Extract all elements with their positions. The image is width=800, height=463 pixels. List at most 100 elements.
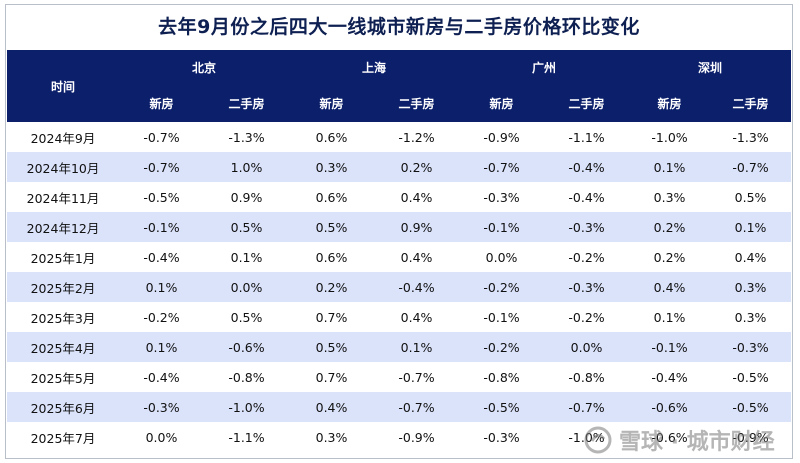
value-cell: 0.0% (459, 242, 545, 272)
value-cell: -0.5% (710, 392, 792, 422)
table-row: 2025年1月 -0.4% 0.1% 0.6% 0.4% 0.0% -0.2% 0.2% 0.4… (7, 242, 792, 272)
header-city-shenzhen: 深圳 (629, 50, 792, 85)
header-city-beijing: 北京 (119, 50, 290, 85)
row-date: 2025年3月 (7, 302, 119, 332)
value-cell: 0.7% (289, 362, 375, 392)
value-cell: 0.5% (204, 302, 290, 332)
value-cell: 0.6% (289, 122, 375, 152)
value-cell: 0.4% (710, 242, 792, 272)
value-cell: 0.0% (544, 332, 630, 362)
header-second-hand: 二手房 (544, 85, 630, 122)
value-cell: -0.3% (710, 332, 792, 362)
value-cell: -1.0% (204, 392, 290, 422)
value-cell: -0.3% (119, 392, 204, 422)
value-cell: -0.6% (629, 392, 711, 422)
value-cell: -0.2% (459, 272, 545, 302)
row-date: 2025年1月 (7, 242, 119, 272)
value-cell: -0.4% (629, 362, 711, 392)
value-cell: -0.5% (459, 392, 545, 422)
table-row: 2025年6月 -0.3% -1.0% 0.4% -0.7% -0.5% -0.7% -0.6… (7, 392, 792, 422)
value-cell: 0.3% (710, 272, 792, 302)
table-row: 2025年3月 -0.2% 0.5% 0.7% 0.4% -0.1% -0.2% 0.1% 0.… (7, 302, 792, 332)
table-row: 2024年10月 -0.7% 1.0% 0.3% 0.2% -0.7% -0.4% 0.1% -… (7, 152, 792, 182)
value-cell: -0.2% (544, 302, 630, 332)
value-cell: -1.1% (204, 422, 290, 452)
header-city-shanghai: 上海 (289, 50, 460, 85)
value-cell: 0.5% (710, 182, 792, 212)
value-cell: 0.5% (204, 212, 290, 242)
header-second-hand: 二手房 (204, 85, 290, 122)
value-cell: 0.3% (629, 182, 711, 212)
value-cell: 0.4% (374, 302, 460, 332)
value-cell: -0.4% (119, 242, 204, 272)
table-row: 2025年4月 0.1% -0.6% 0.5% 0.1% -0.2% 0.0% -0.1% -0… (7, 332, 792, 362)
value-cell: -0.4% (544, 152, 630, 182)
value-cell: -0.1% (459, 302, 545, 332)
price-change-table: 时间 北京 上海 广州 深圳 新房 二手房 新房 二手房 新房 二手房 新房 二… (7, 50, 792, 452)
value-cell: -0.6% (629, 422, 711, 452)
value-cell: 0.1% (204, 242, 290, 272)
value-cell: -0.3% (459, 422, 545, 452)
header-new-house: 新房 (459, 85, 545, 122)
value-cell: -1.1% (544, 122, 630, 152)
table-row: 2025年5月 -0.4% -0.8% 0.7% -0.7% -0.8% -0.8% -0.4… (7, 362, 792, 392)
header-new-house: 新房 (119, 85, 204, 122)
value-cell: -0.7% (710, 152, 792, 182)
value-cell: -0.6% (204, 332, 290, 362)
value-cell: 0.4% (374, 242, 460, 272)
table-row: 2024年9月 -0.7% -1.3% 0.6% -1.2% -0.9% -1.1% -1.0… (7, 122, 792, 152)
value-cell: -0.7% (119, 152, 204, 182)
row-date: 2025年4月 (7, 332, 119, 362)
table-row: 2025年7月 0.0% -1.1% 0.3% -0.9% -0.3% -1.0% -0.6%… (7, 422, 792, 452)
value-cell: 0.9% (204, 182, 290, 212)
table-card: 去年9月份之后四大一线城市新房与二手房价格环比变化 时间 北京 上海 广州 深圳… (5, 4, 793, 459)
value-cell: 0.1% (119, 332, 204, 362)
header-new-house: 新房 (629, 85, 711, 122)
value-cell: -0.2% (544, 242, 630, 272)
value-cell: -0.9% (710, 422, 792, 452)
header-second-hand: 二手房 (374, 85, 460, 122)
value-cell: -0.1% (119, 212, 204, 242)
value-cell: -0.2% (459, 332, 545, 362)
value-cell: 0.6% (289, 182, 375, 212)
value-cell: 0.4% (289, 392, 375, 422)
row-date: 2024年11月 (7, 182, 119, 212)
value-cell: -0.7% (119, 122, 204, 152)
table-row: 2024年11月 -0.5% 0.9% 0.6% 0.4% -0.3% -0.4% 0.3% 0… (7, 182, 792, 212)
value-cell: 0.2% (629, 242, 711, 272)
value-cell: -0.5% (119, 182, 204, 212)
row-date: 2024年10月 (7, 152, 119, 182)
value-cell: -0.8% (204, 362, 290, 392)
value-cell: 0.4% (629, 272, 711, 302)
table-row: 2024年12月 -0.1% 0.5% 0.5% 0.9% -0.1% -0.3% 0.2% 0… (7, 212, 792, 242)
value-cell: -1.0% (544, 422, 630, 452)
value-cell: -0.7% (374, 392, 460, 422)
value-cell: 0.1% (629, 152, 711, 182)
value-cell: 0.7% (289, 302, 375, 332)
value-cell: 0.3% (710, 302, 792, 332)
value-cell: -0.3% (459, 182, 545, 212)
value-cell: -0.3% (544, 212, 630, 242)
value-cell: -1.3% (204, 122, 290, 152)
value-cell: -1.2% (374, 122, 460, 152)
table-row: 2025年2月 0.1% 0.0% 0.2% -0.4% -0.2% -0.3% 0.4% 0.… (7, 272, 792, 302)
value-cell: 0.2% (629, 212, 711, 242)
value-cell: 0.9% (374, 212, 460, 242)
value-cell: 0.5% (289, 212, 375, 242)
value-cell: 0.1% (119, 272, 204, 302)
value-cell: 0.1% (374, 332, 460, 362)
value-cell: 0.1% (629, 302, 711, 332)
value-cell: -0.7% (544, 392, 630, 422)
value-cell: 0.3% (289, 422, 375, 452)
value-cell: 0.2% (289, 272, 375, 302)
value-cell: 0.0% (119, 422, 204, 452)
value-cell: -0.9% (459, 122, 545, 152)
value-cell: -0.8% (459, 362, 545, 392)
row-date: 2025年5月 (7, 362, 119, 392)
value-cell: -0.8% (544, 362, 630, 392)
value-cell: 1.0% (204, 152, 290, 182)
table-body: 2024年9月 -0.7% -1.3% 0.6% -1.2% -0.9% -1.1% -1.0… (7, 122, 792, 452)
value-cell: -0.4% (119, 362, 204, 392)
page-title: 去年9月份之后四大一线城市新房与二手房价格环比变化 (158, 16, 640, 38)
value-cell: -0.3% (544, 272, 630, 302)
